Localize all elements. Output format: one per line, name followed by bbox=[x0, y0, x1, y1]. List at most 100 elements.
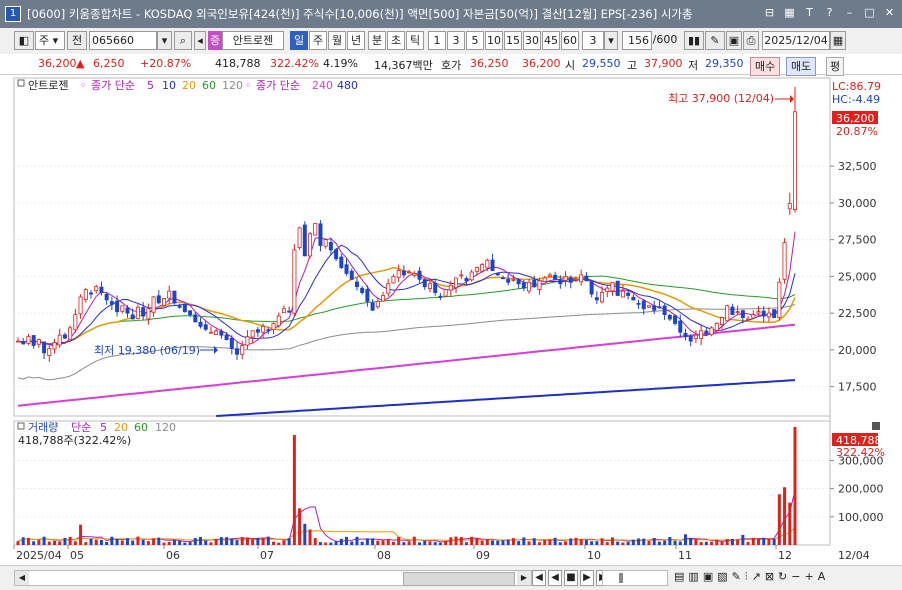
date-input[interactable]: 2025/12/04 bbox=[762, 31, 830, 50]
interval-5-button[interactable]: 5 bbox=[466, 31, 484, 50]
chart-tool-icon[interactable]: ✎ bbox=[705, 31, 725, 50]
period-minute-button[interactable]: 분 bbox=[368, 31, 386, 50]
stock-code-input[interactable]: 065660 bbox=[89, 31, 157, 50]
interval-3-button[interactable]: 3 bbox=[447, 31, 465, 50]
audio-icon[interactable]: ◂ bbox=[194, 31, 206, 50]
auto-scale-icon[interactable]: A bbox=[817, 570, 826, 583]
trend-icon[interactable]: ↗ bbox=[751, 570, 761, 583]
chart-area[interactable]: 17,500 20,000 22,500 25,000 27,500 30,000 32,5… bbox=[0, 74, 902, 565]
period-day-button[interactable]: 일 bbox=[290, 31, 308, 50]
minimize-icon[interactable]: – bbox=[846, 6, 853, 19]
chart-type-icon[interactable]: ⫶ bbox=[744, 570, 748, 583]
volume-panel-collapse-icon[interactable] bbox=[872, 422, 880, 430]
period-month-button[interactable]: 월 bbox=[328, 31, 346, 50]
zoom-slider[interactable] bbox=[602, 570, 668, 586]
tool-icon[interactable]: ✎ bbox=[731, 570, 741, 583]
volume-bar bbox=[157, 537, 161, 545]
price-tick-label: 17,500 bbox=[838, 381, 877, 394]
calendar-icon[interactable]: ▦ bbox=[830, 31, 846, 50]
count-input[interactable]: 156 bbox=[622, 31, 652, 50]
interval-dropdown[interactable]: ▾ bbox=[604, 31, 618, 50]
refresh-icon[interactable]: ↻ bbox=[778, 570, 788, 583]
window-icon[interactable]: ▣ bbox=[702, 570, 714, 583]
candle-body bbox=[276, 315, 281, 327]
close-icon[interactable]: ✕ bbox=[884, 6, 895, 19]
zoom-slider-thumb[interactable] bbox=[619, 573, 623, 583]
maximize-icon[interactable]: □ bbox=[864, 6, 875, 19]
layout-icon[interactable]: ◧ bbox=[14, 31, 34, 50]
scroll-left-icon[interactable]: ◀ bbox=[15, 571, 29, 585]
save-icon[interactable]: ▣ bbox=[726, 31, 742, 50]
table-icon[interactable]: ▤ bbox=[674, 570, 685, 583]
candle-body bbox=[495, 273, 500, 276]
interval-10-button[interactable]: 10 bbox=[485, 31, 503, 50]
volume-bar bbox=[53, 541, 57, 545]
candle-body bbox=[214, 330, 219, 335]
candle-body bbox=[375, 300, 380, 308]
eval-button[interactable]: 평 bbox=[826, 57, 845, 76]
volume-bar bbox=[637, 538, 641, 545]
candle-body bbox=[756, 311, 761, 314]
stop-icon[interactable]: ■ bbox=[564, 570, 578, 586]
next-icon[interactable]: ▶ bbox=[580, 570, 594, 586]
interval-1-button[interactable]: 1 bbox=[428, 31, 446, 50]
candle-body bbox=[615, 280, 620, 296]
period-year-button[interactable]: 년 bbox=[347, 31, 365, 50]
interval-30-button[interactable]: 30 bbox=[523, 31, 541, 50]
volume-tick-label: 200,000 bbox=[838, 483, 884, 496]
candle-body bbox=[735, 311, 740, 314]
ruler-icon[interactable]: ⊠ bbox=[764, 570, 775, 583]
period-tick-button[interactable]: 틱 bbox=[406, 31, 424, 50]
x-tick-label: 06 bbox=[166, 549, 180, 562]
interval-60-button[interactable]: 60 bbox=[561, 31, 579, 50]
horizontal-scrollbar[interactable]: ◀ ▶ bbox=[14, 570, 532, 586]
candle-body bbox=[365, 289, 370, 302]
zoom-in-icon[interactable]: + bbox=[804, 570, 814, 583]
stock-code-dropdown[interactable]: ▾ bbox=[157, 31, 172, 50]
grid-icon[interactable]: ▦ bbox=[784, 6, 795, 19]
candle-body bbox=[57, 334, 62, 346]
interval-15-button[interactable]: 15 bbox=[504, 31, 522, 50]
interval-input[interactable]: 3 bbox=[582, 31, 604, 50]
print-icon[interactable]: ⎙ bbox=[743, 31, 759, 50]
prev-icon[interactable]: ◀ bbox=[548, 570, 562, 586]
period-second-button[interactable]: 초 bbox=[387, 31, 405, 50]
volume-tick-label: 100,000 bbox=[838, 511, 884, 524]
scroll-thumb[interactable] bbox=[403, 572, 515, 586]
buy-button[interactable]: 매수 bbox=[750, 57, 781, 76]
volume-bar bbox=[256, 537, 260, 545]
help-icon[interactable]: ? bbox=[826, 6, 833, 19]
candle-body bbox=[746, 318, 751, 321]
candle-body bbox=[89, 292, 94, 295]
volume-bar bbox=[699, 542, 703, 545]
price-tick-label: 22,500 bbox=[838, 307, 877, 320]
zoom-out-icon[interactable]: − bbox=[791, 570, 801, 583]
candle-body bbox=[141, 307, 146, 317]
indicator-icon[interactable]: ▧ bbox=[717, 570, 728, 583]
candle-type-icon[interactable]: ▮▮ bbox=[684, 31, 704, 50]
scroll-right-icon[interactable]: ▶ bbox=[517, 571, 531, 585]
period-week-button[interactable]: 주 bbox=[309, 31, 327, 50]
compare-icon[interactable]: ▥ bbox=[688, 570, 699, 583]
all-button[interactable]: 전 bbox=[67, 31, 87, 50]
volume-bar bbox=[105, 541, 109, 545]
candle-body bbox=[52, 342, 57, 350]
candle-body bbox=[156, 295, 161, 304]
x-tick-label: 07 bbox=[260, 549, 274, 562]
volume-bar bbox=[485, 539, 489, 545]
interval-45-button[interactable]: 45 bbox=[542, 31, 560, 50]
candle-body bbox=[537, 280, 542, 290]
first-icon[interactable]: ◀ bbox=[532, 570, 546, 586]
font-icon[interactable]: T bbox=[806, 6, 813, 19]
sell-button[interactable]: 매도 bbox=[786, 57, 817, 76]
period-select[interactable]: 주 ▾ bbox=[35, 31, 65, 50]
high-price: 37,900 bbox=[644, 57, 683, 70]
restore-icon[interactable]: ⊟ bbox=[764, 6, 775, 19]
ma2-legend-marker: ◦ bbox=[245, 79, 252, 92]
volume-bar bbox=[277, 542, 281, 545]
volume-bar bbox=[240, 537, 244, 545]
volume-ma-label: 단순 bbox=[71, 421, 91, 434]
ask-label: 호가 bbox=[441, 59, 462, 72]
search-icon[interactable]: ⌕ bbox=[174, 31, 192, 50]
candle-body bbox=[631, 296, 636, 301]
